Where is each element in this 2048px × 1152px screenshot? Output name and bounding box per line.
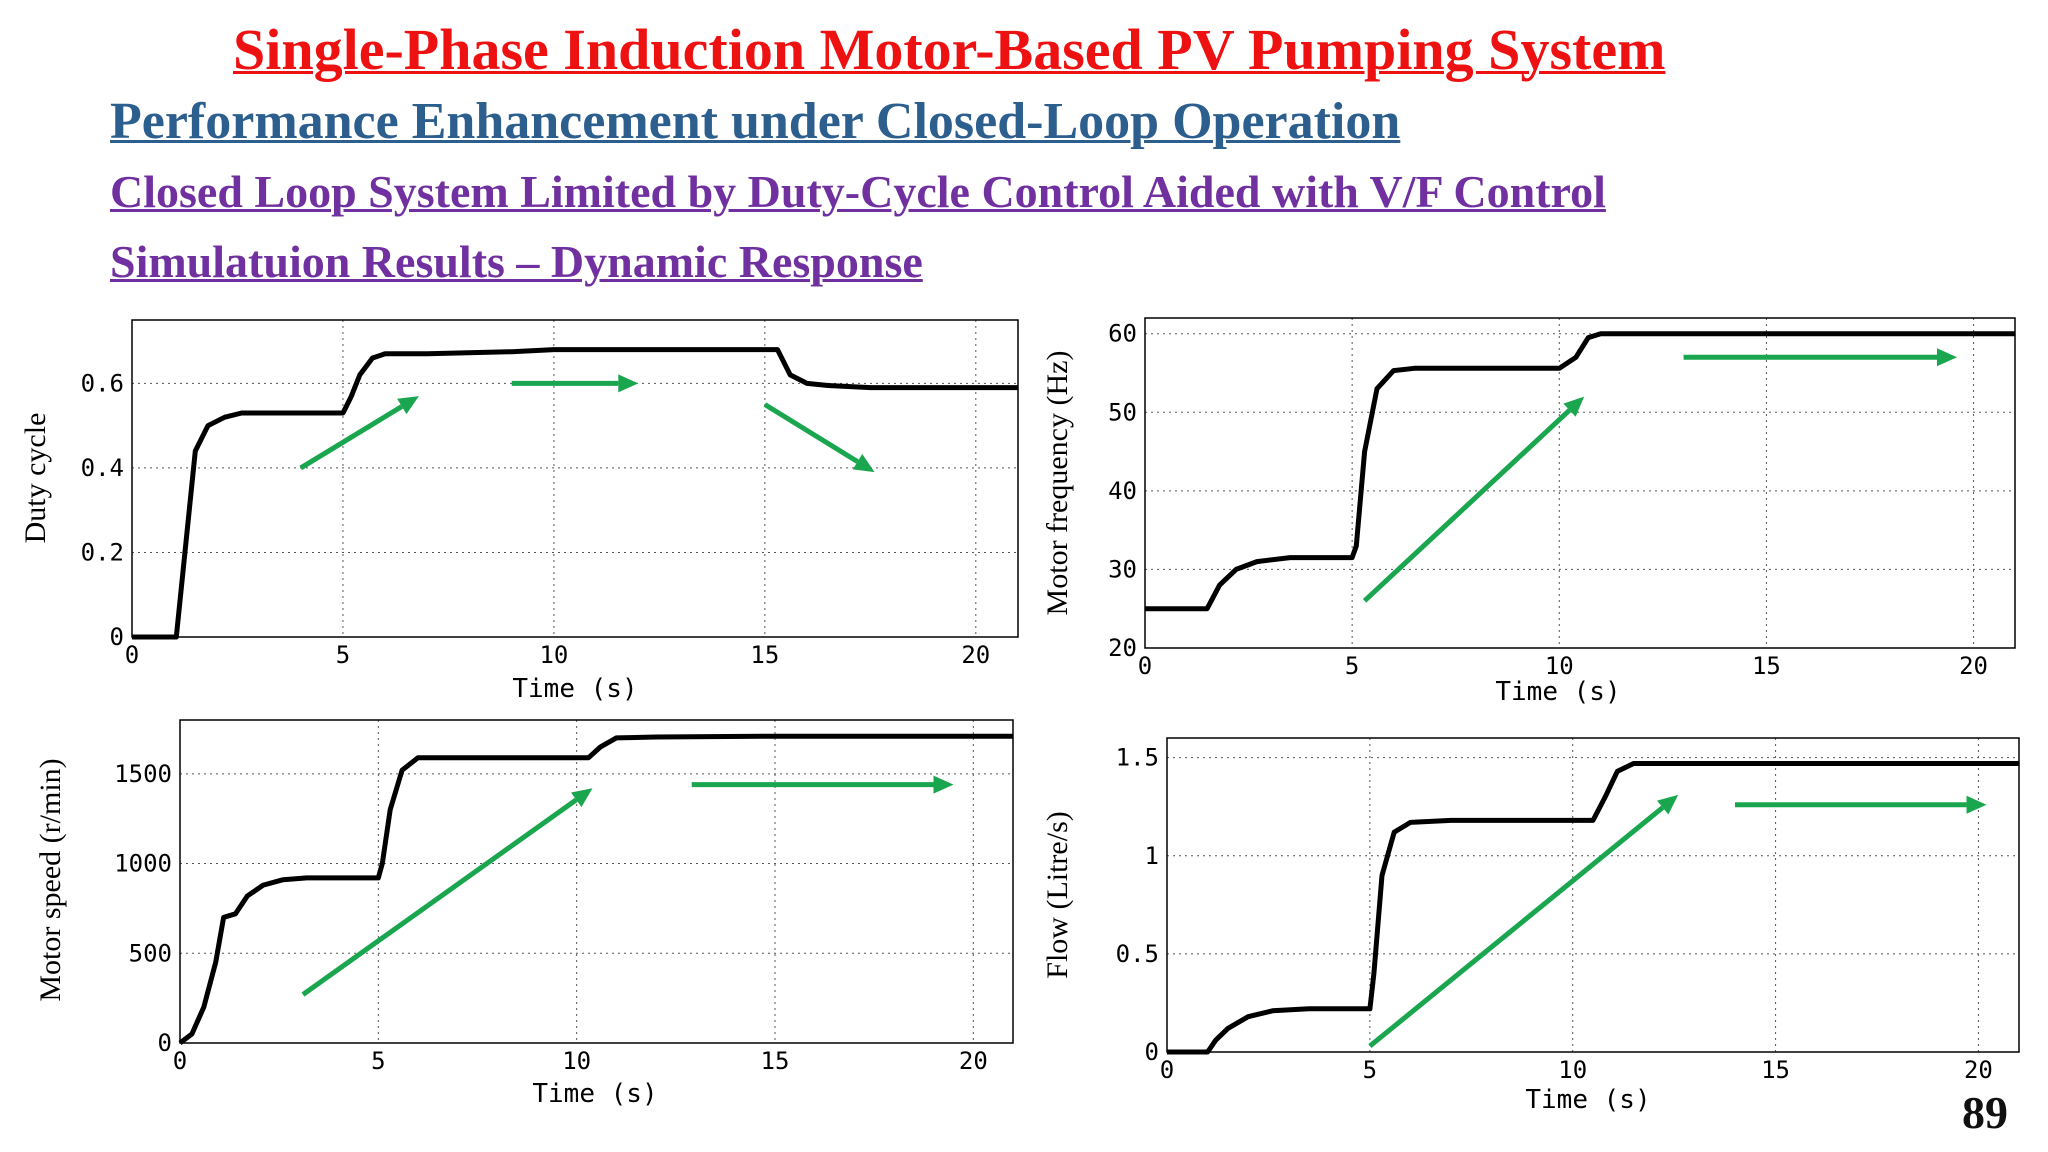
x-tick-label: 10	[1558, 1056, 1587, 1084]
trend-arrow-line	[763, 402, 859, 464]
x-tick-label: 15	[750, 641, 779, 669]
y-tick-label: 0	[1145, 1038, 1159, 1066]
x-tick-label: 0	[173, 1047, 187, 1075]
x-tick-label: 5	[1363, 1056, 1377, 1084]
trend-arrow-head	[618, 374, 639, 393]
duty-ylabel: Duty cycle	[19, 413, 52, 544]
trend-arrow-head	[1937, 348, 1957, 367]
subtitle-simulation: Simulatuion Results – Dynamic Response	[110, 236, 923, 287]
flow-chart: Flow (Litre/s) Time (s) 0 5 10 15 20 0 0.5 1 1.5	[1041, 737, 2020, 1115]
x-tick-label: 15	[1752, 652, 1781, 680]
motor-speed-chart: Motor speed (r/min) Time (s) 0 5 10 15 20 0 50…	[34, 719, 1014, 1109]
speed-xlabel: Time (s)	[532, 1079, 657, 1109]
slide-title: Single-Phase Induction Motor-Based PV Pu…	[233, 17, 1666, 82]
y-tick-label: 30	[1108, 555, 1137, 583]
x-tick-label: 0	[1138, 652, 1152, 680]
speed-ylabel: Motor speed (r/min)	[34, 758, 67, 1001]
y-tick-label: 0	[110, 623, 124, 651]
x-tick-label: 20	[1964, 1056, 1993, 1084]
x-tick-label: 20	[961, 641, 990, 669]
x-tick-label: 15	[761, 1047, 790, 1075]
series-line	[1167, 761, 2019, 1055]
x-tick-label: 0	[125, 641, 139, 669]
y-tick-label: 0.6	[81, 369, 124, 397]
y-tick-label: 0	[158, 1029, 172, 1057]
trend-arrow-head	[852, 454, 875, 473]
x-tick-label: 5	[1345, 652, 1359, 680]
plot-frame	[1144, 317, 2016, 649]
x-tick-label: 10	[562, 1047, 591, 1075]
trend-arrow-head	[397, 396, 419, 415]
freq-xlabel: Time (s)	[1495, 677, 1620, 707]
series-line	[132, 347, 1018, 640]
x-tick-label: 5	[336, 641, 350, 669]
page-number: 89	[1962, 1087, 2008, 1138]
freq-ylabel: Motor frequency (Hz)	[1041, 351, 1074, 616]
duty-xlabel: Time (s)	[512, 674, 637, 704]
y-tick-label: 0.2	[81, 538, 124, 566]
y-tick-label: 1.5	[1116, 744, 1159, 772]
x-tick-label: 10	[1545, 652, 1574, 680]
subtitle-closed-loop: Closed Loop System Limited by Duty-Cycle…	[110, 166, 1606, 217]
flow-ylabel: Flow (Litre/s)	[1041, 811, 1074, 978]
y-tick-label: 1000	[114, 850, 172, 878]
trend-arrow-line	[1362, 408, 1572, 603]
y-tick-label: 50	[1108, 398, 1137, 426]
y-tick-label: 1500	[114, 760, 172, 788]
x-tick-label: 20	[1959, 652, 1988, 680]
y-tick-label: 40	[1108, 477, 1137, 505]
trend-arrow-head	[1563, 396, 1585, 417]
y-tick-label: 0.5	[1116, 940, 1159, 968]
trend-arrow-head	[933, 775, 954, 794]
plot-frame	[179, 719, 1014, 1044]
trend-arrow-line	[1368, 805, 1665, 1049]
plot-frame	[131, 319, 1019, 638]
motor-frequency-chart: Motor frequency (Hz) Time (s) 0 5 10 15 20 20…	[1041, 317, 2016, 707]
duty-cycle-chart: Duty cycle Time (s) 0 5 10 15 20 0 0.2 0.4 0.6	[19, 319, 1019, 704]
x-tick-label: 10	[539, 641, 568, 669]
trend-arrow-line	[299, 404, 404, 471]
subtitle-performance: Performance Enhancement under Closed-Loo…	[110, 93, 1401, 150]
flow-xlabel: Time (s)	[1525, 1085, 1650, 1115]
trend-arrow-head	[1966, 795, 1987, 814]
x-tick-label: 0	[1160, 1056, 1174, 1084]
y-tick-label: 0.4	[81, 454, 124, 482]
y-tick-label: 500	[129, 939, 172, 967]
y-tick-label: 20	[1108, 634, 1137, 662]
x-tick-label: 5	[371, 1047, 385, 1075]
x-tick-label: 15	[1761, 1056, 1790, 1084]
trend-arrow-head	[1657, 794, 1679, 815]
trend-arrow-head	[571, 788, 593, 808]
plot-frame	[1166, 737, 2020, 1053]
series-line	[1145, 331, 2015, 612]
x-tick-label: 20	[959, 1047, 988, 1075]
series-line	[178, 733, 1013, 1045]
y-tick-label: 60	[1108, 320, 1137, 348]
trend-arrow-line	[301, 797, 578, 997]
y-tick-label: 1	[1145, 842, 1159, 870]
